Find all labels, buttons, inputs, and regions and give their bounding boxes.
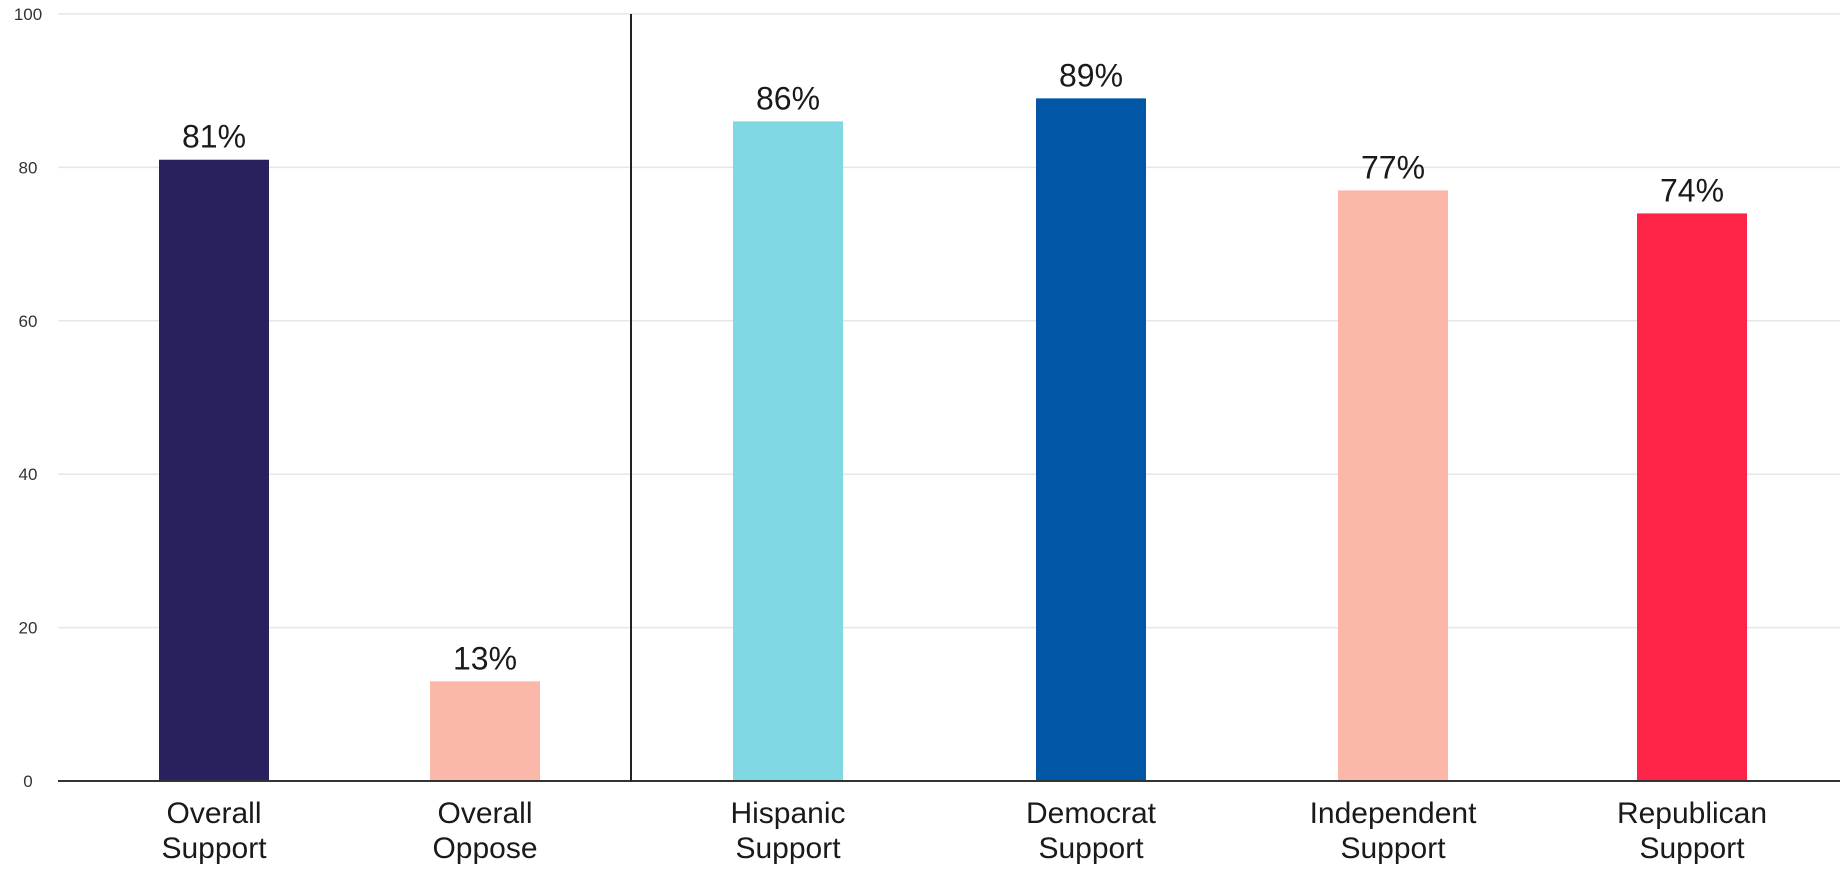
x-tick-label: Independent (1310, 797, 1477, 830)
y-axis-ticks: 0 20 40 60 80 100 (14, 5, 42, 791)
data-label: 74% (1660, 172, 1724, 208)
x-tick-label: Support (1038, 832, 1144, 865)
data-label: 89% (1059, 57, 1123, 93)
x-tick-label: Hispanic (730, 797, 845, 830)
bar (1637, 213, 1747, 782)
bar (733, 121, 843, 781)
x-tick-label: Oppose (432, 832, 537, 865)
data-label: 13% (453, 640, 517, 676)
y-tick-label: 60 (19, 312, 38, 331)
x-tick-label: Overall (166, 797, 261, 830)
x-tick-label: Support (161, 832, 267, 865)
y-tick-label: 80 (19, 158, 38, 177)
y-tick-label: 40 (19, 465, 38, 484)
bars (159, 98, 1747, 782)
y-tick-label: 0 (23, 772, 32, 791)
data-label: 81% (182, 119, 246, 155)
bar (430, 681, 540, 781)
category-labels: OverallSupportOverallOpposeHispanicSuppo… (161, 797, 1767, 865)
bar (159, 159, 269, 782)
x-tick-label: Support (1639, 832, 1745, 865)
bar (1338, 190, 1448, 781)
data-label: 77% (1361, 149, 1425, 185)
x-tick-label: Support (1340, 832, 1446, 865)
y-tick-label: 100 (14, 5, 42, 24)
data-label: 86% (756, 80, 820, 116)
data-labels: 81% 13% 86% 89% 77% 74% (182, 57, 1724, 676)
y-tick-label: 20 (19, 619, 38, 638)
x-tick-label: Overall (437, 797, 532, 830)
x-tick-label: Republican (1617, 797, 1767, 830)
x-tick-label: Support (735, 832, 841, 865)
bar (1036, 98, 1146, 782)
x-tick-label: Democrat (1026, 797, 1157, 830)
gridlines (58, 13, 1840, 629)
